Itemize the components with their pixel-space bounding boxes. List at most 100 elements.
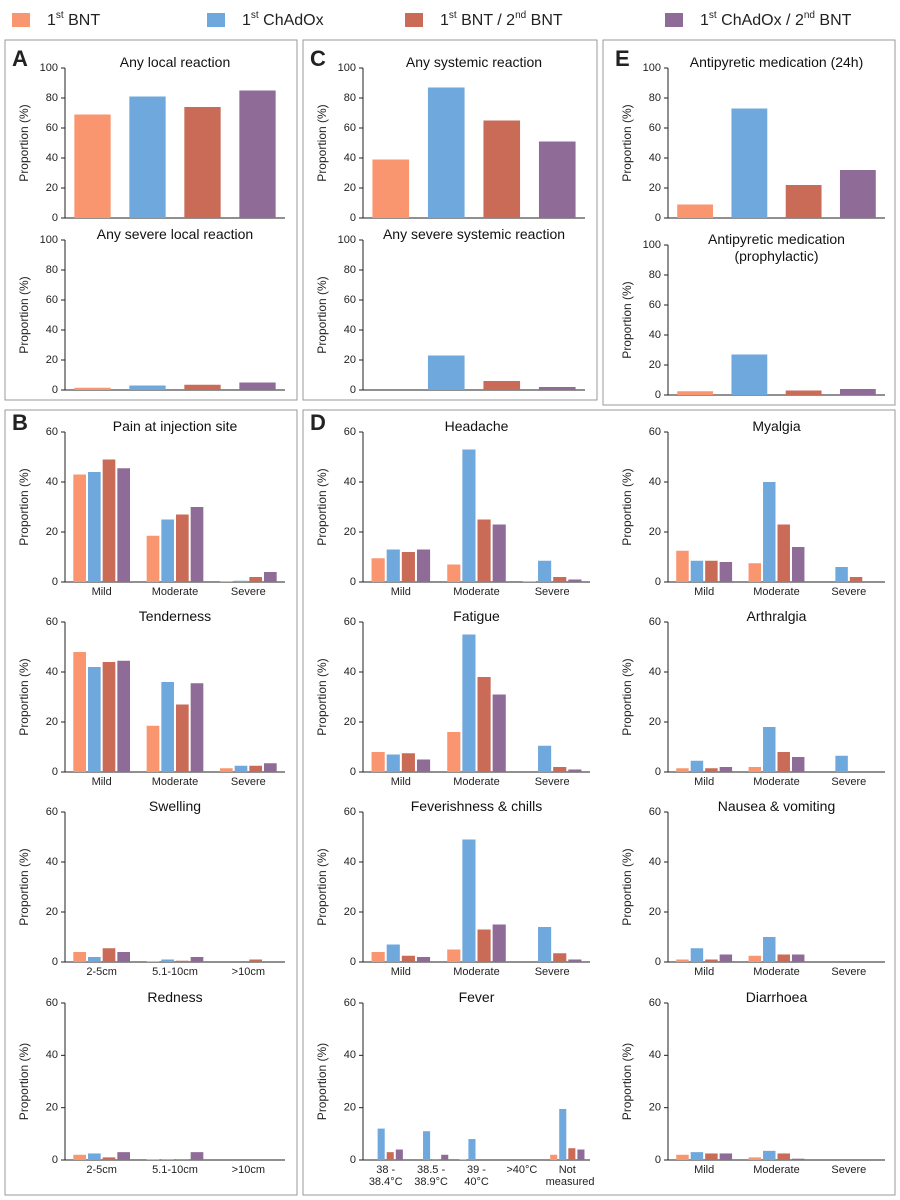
y-tick-label: 40 [649,476,661,488]
y-tick-label: 0 [52,1154,58,1166]
x-tick-label: 38.5 - 38.9°C [414,1164,448,1188]
y-tick-label: 0 [52,956,58,968]
y-tick-label: 0 [52,576,58,588]
x-tick-label: Mild [91,776,112,788]
bar [73,652,86,772]
bar [568,959,582,962]
bar [161,959,174,962]
y-tick-label: 60 [46,997,58,1009]
bar [432,1159,440,1160]
bar [839,170,876,218]
y-tick-label: 20 [46,1102,58,1114]
y-tick-label: 40 [344,324,356,336]
bar [676,959,689,962]
y-tick-label: 0 [350,212,356,224]
x-tick-label: Severe [534,586,570,598]
bar [483,381,521,390]
x-tick-label: Severe [230,776,266,788]
chart-title: Arthralgia [746,608,807,624]
x-tick-label: Severe [534,776,570,788]
legend-label: 1st BNT [47,10,100,29]
bar [791,954,805,962]
y-tick-label: 0 [655,766,661,778]
x-tick-label: Mild [694,586,715,598]
bar [538,560,552,582]
bar [176,514,189,582]
y-tick-label: 100 [338,62,356,74]
bar [146,961,160,962]
y-axis-label: Proportion (%) [315,1043,329,1120]
bar [129,96,166,218]
x-tick-label: 5.1-10cm [152,966,198,978]
y-tick-label: 60 [344,997,356,1009]
x-tick-label: 38 - 38.4°C [368,1164,403,1188]
y-axis-label: Proportion (%) [17,658,31,735]
bar [427,87,465,218]
bar [462,449,476,582]
bar [234,765,248,772]
bar [117,952,130,962]
x-tick-label: Mild [390,586,411,598]
bar [705,1153,718,1160]
bar [88,1153,101,1160]
y-axis-label: Proportion (%) [17,848,31,925]
bar [117,1152,130,1160]
y-tick-label: 100 [643,62,661,74]
bar [416,549,431,582]
panel-box [4,409,298,1196]
y-tick-label: 60 [344,616,356,628]
bar [690,760,704,772]
y-tick-label: 0 [52,766,58,778]
y-axis-label: Proportion (%) [620,848,634,925]
bar [522,581,537,582]
y-tick-label: 40 [344,666,356,678]
bar [763,727,776,772]
bar [791,547,805,582]
y-tick-label: 60 [344,426,356,438]
bar [176,704,189,772]
y-tick-label: 80 [344,92,356,104]
bar [690,1152,704,1160]
bar [73,1154,86,1160]
legend-label: 1st BNT / 2nd BNT [440,10,563,29]
bar [483,120,521,218]
y-tick-label: 0 [350,956,356,968]
bar [748,563,762,582]
bar [777,524,790,582]
bar [386,549,400,582]
bar [401,552,415,582]
x-tick-label: Moderate [151,586,199,598]
x-tick-label: Mild [694,966,715,978]
chart-title: Swelling [148,798,202,814]
bar [190,1152,204,1160]
bar [74,114,111,218]
y-tick-label: 40 [649,152,661,164]
bar [441,1154,449,1160]
y-tick-label: 20 [649,906,661,918]
y-tick-label: 20 [649,182,661,194]
bar [117,468,130,582]
bar [239,90,276,218]
legend-label: 1st ChAdOx [242,10,324,29]
x-tick-label: Mild [390,776,411,788]
bar [676,550,689,582]
bar [190,683,204,772]
x-tick-label: Mild [390,966,411,978]
bar [705,560,718,582]
bar [249,765,262,772]
bar [550,1154,558,1160]
bar [401,955,415,962]
x-tick-label: Severe [534,966,570,978]
bar [719,1153,733,1160]
bar [88,957,101,962]
bar [690,948,704,962]
bar [748,1157,762,1160]
x-tick-label: Severe [831,966,867,978]
bar [102,1157,116,1160]
bar [777,752,790,772]
y-tick-label: 80 [649,269,661,281]
bar [371,558,385,582]
bar [416,957,431,962]
x-tick-label: Not measured [545,1164,595,1188]
x-tick-label: Moderate [753,586,800,598]
